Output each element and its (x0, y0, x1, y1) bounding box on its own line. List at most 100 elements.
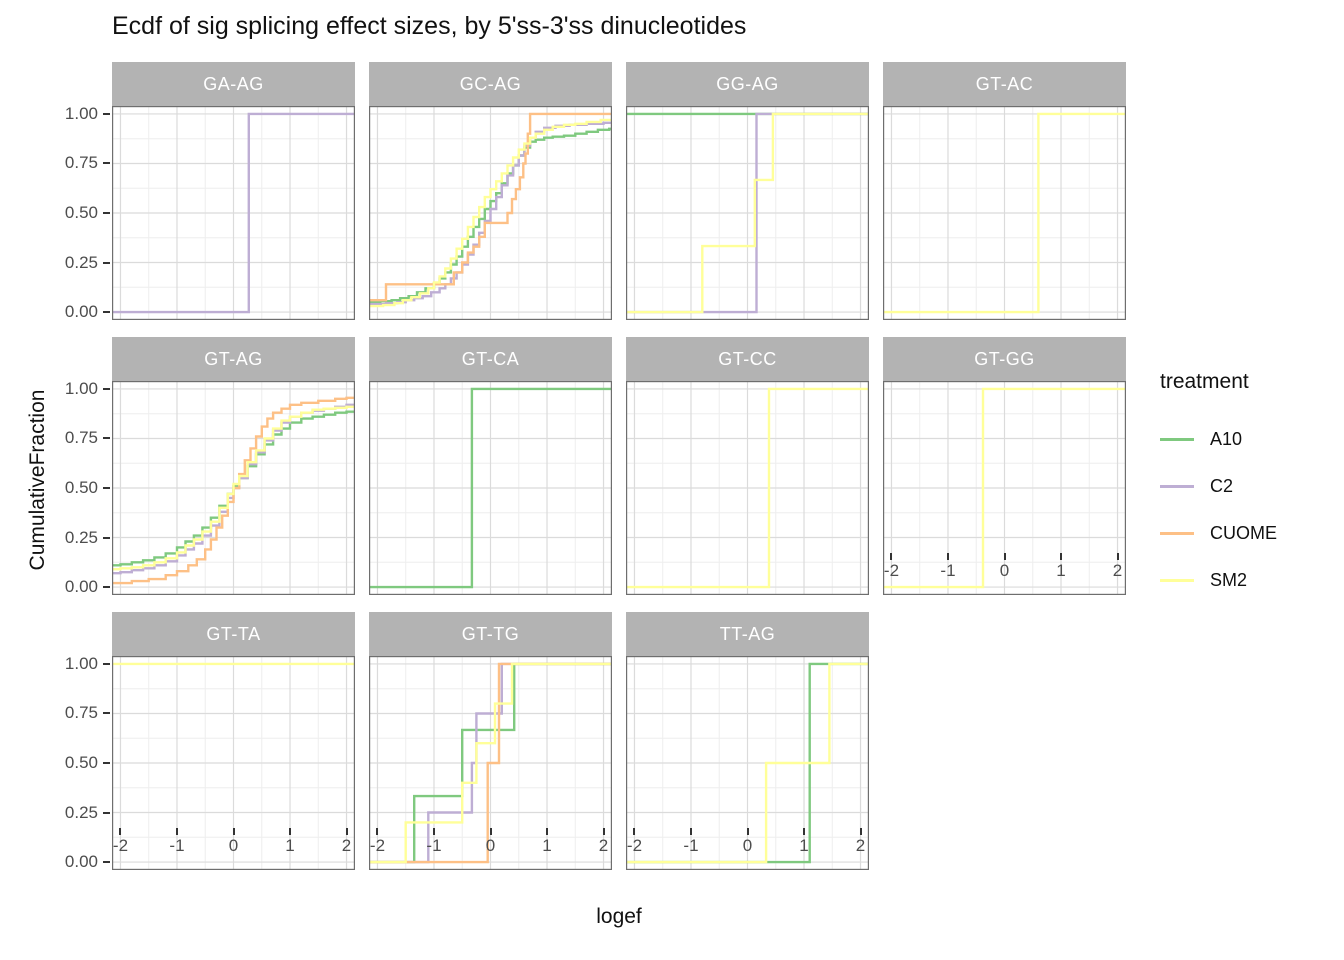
y-tick-label: 0.25 (64, 802, 98, 822)
facet-GT-AC: GT-AC (883, 62, 1126, 320)
x-axis-col1: -2 -1 0 1 2 (112, 828, 355, 858)
legend-line-swatch (1160, 531, 1194, 535)
y-tick-label: 0.00 (64, 302, 98, 322)
x-tick-label: 1 (542, 836, 552, 855)
facet-strip: GC-AG (369, 62, 612, 106)
x-tick-label: -2 (112, 836, 129, 855)
ecdf-line-SM2 (369, 662, 612, 864)
chart-title: Ecdf of sig splicing effect sizes, by 5'… (112, 12, 747, 40)
ecdf-panel (369, 381, 612, 595)
y-tick-mark (103, 586, 110, 589)
facet-GT-CC: GT-CC (626, 337, 869, 595)
x-tick-mark (1003, 553, 1006, 560)
y-tick-mark (103, 261, 110, 264)
ecdf-line-CUOME (112, 396, 355, 585)
ecdf-panel (626, 106, 869, 320)
facet-strip: GT-GG (883, 337, 1126, 381)
facet-GT-TA: GT-TA -2 -1 0 1 2 (112, 612, 355, 870)
y-tick-mark (103, 212, 110, 214)
legend-label: A10 (1210, 428, 1243, 449)
facet-strip: GG-AG (626, 62, 869, 106)
x-tick-mark (289, 828, 291, 835)
y-tick-mark (103, 112, 110, 115)
x-tick-label: 0 (485, 836, 496, 855)
x-tick-label: -1 (940, 561, 956, 580)
facet-strip: GT-CC (626, 337, 869, 381)
facet-strip: GT-AG (112, 337, 355, 381)
ecdf-line-SM2 (626, 387, 869, 589)
y-tick-mark (103, 162, 110, 165)
x-tick-mark (489, 828, 492, 835)
legend-title: treatment (1160, 370, 1249, 393)
ecdf-line-SM2 (626, 662, 869, 864)
x-tick-mark (432, 828, 435, 835)
ecdf-line-SM2 (883, 387, 1126, 589)
y-tick-mark (103, 437, 110, 440)
x-tick-label: 2 (1112, 561, 1123, 580)
y-tick-mark (103, 811, 110, 814)
facet-strip: GT-TG (369, 612, 612, 656)
facet-GC-AG: GC-AG (369, 62, 612, 320)
facet-strip: GT-TA (112, 612, 355, 656)
legend-label: CUOME (1210, 522, 1277, 543)
x-tick-mark (345, 828, 348, 835)
y-axis-ticks-row1: 1.00 0.75 0.50 0.25 0.00 (44, 103, 110, 322)
y-tick-label: 0.75 (64, 703, 98, 723)
y-tick-label: 0.25 (64, 527, 98, 547)
y-tick-label: 0.75 (64, 428, 98, 448)
ecdf-line-C2 (369, 662, 612, 864)
ecdf-panel (112, 106, 355, 320)
x-tick-label: -2 (626, 836, 643, 855)
x-axis-title: logef (596, 905, 642, 928)
x-tick-label: 0 (999, 561, 1010, 580)
x-tick-mark (803, 828, 805, 835)
y-tick-label: 0.00 (64, 577, 98, 597)
legend-item-SM2: SM2 (1160, 565, 1340, 595)
x-tick-label: 1 (285, 836, 295, 855)
y-tick-label: 1.00 (64, 653, 98, 673)
facet-GT-GG: GT-GG -2 -1 0 1 2 (883, 337, 1126, 595)
facet-GG-AG: GG-AG (626, 62, 869, 320)
x-tick-label: -1 (426, 836, 442, 855)
x-tick-mark (633, 828, 636, 835)
y-axis-ticks-row3: 1.00 0.75 0.50 0.25 0.00 (44, 653, 110, 872)
legend-label: SM2 (1210, 569, 1248, 590)
x-tick-mark (175, 828, 178, 835)
y-tick-label: 1.00 (64, 103, 98, 123)
x-tick-mark (1060, 553, 1062, 560)
x-tick-label: -2 (369, 836, 386, 855)
x-axis-col3: -2 -1 0 1 2 (626, 828, 869, 858)
x-tick-label: 0 (742, 836, 753, 855)
x-tick-mark (602, 828, 605, 835)
x-tick-label: 0 (228, 836, 239, 855)
legend-item-A10: A10 (1160, 424, 1340, 454)
ecdf-panel (369, 106, 612, 320)
x-tick-mark (859, 828, 862, 835)
x-tick-label: -2 (883, 561, 900, 580)
facet-grid: GA-AG GC-AG GG-AG GT-AC GT-AG GT-CA GT-C… (112, 62, 1126, 870)
legend-line-swatch (1160, 578, 1194, 582)
y-axis-ticks-row2: 1.00 0.75 0.50 0.25 0.00 (44, 379, 110, 597)
legend-item-CUOME: CUOME (1160, 518, 1340, 548)
x-tick-label: 2 (598, 836, 609, 855)
ecdf-panel (626, 381, 869, 595)
y-tick-label: 0.50 (64, 753, 98, 772)
y-tick-label: 0.50 (64, 478, 98, 497)
y-tick-label: 0.50 (64, 203, 98, 222)
legend-line-swatch (1160, 437, 1194, 441)
x-tick-mark (119, 828, 122, 835)
x-tick-label: -1 (683, 836, 699, 855)
y-tick-label: 0.00 (64, 852, 98, 872)
legend-item-C2: C2 (1160, 471, 1340, 501)
x-axis-col2: -2 -1 0 1 2 (369, 828, 612, 858)
legend-line-swatch (1160, 484, 1194, 488)
facet-strip: TT-AG (626, 612, 869, 656)
y-tick-mark (103, 861, 110, 864)
y-tick-label: 0.75 (64, 153, 98, 173)
y-tick-label: 0.25 (64, 252, 98, 272)
facet-strip: GT-AC (883, 62, 1126, 106)
legend: treatment A10 C2 CUOME SM2 (1160, 370, 1340, 612)
y-tick-mark (103, 311, 110, 314)
facet-TT-AG: TT-AG -2 -1 0 1 2 (626, 612, 869, 870)
